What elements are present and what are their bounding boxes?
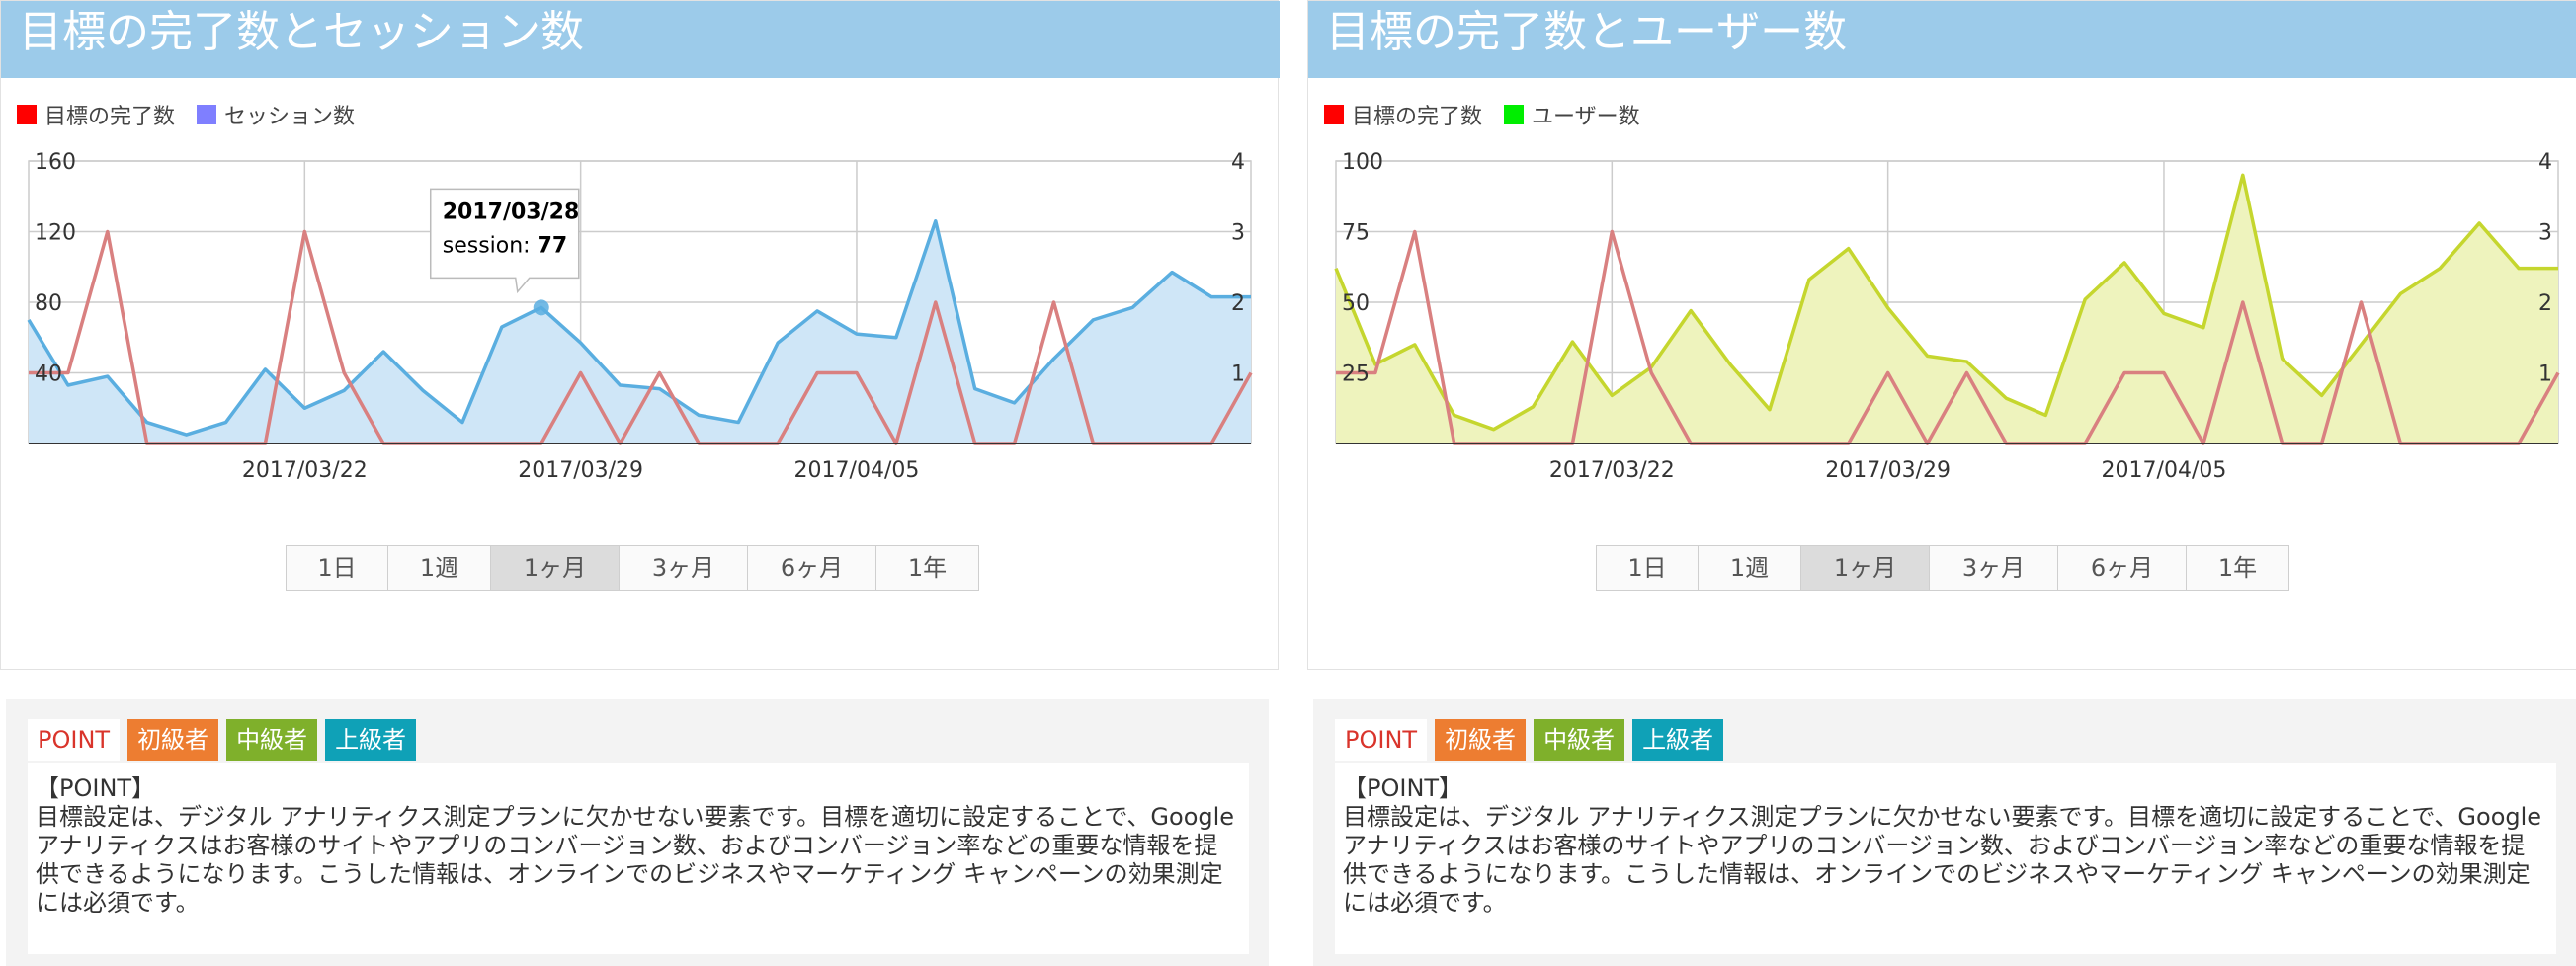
- y-tick-label-right: 4: [1231, 150, 1245, 175]
- legend-label-sessions: セッション数: [224, 105, 356, 129]
- x-tick-label: 2017/03/29: [518, 458, 643, 483]
- range-selector: 1日 1週 1ヶ月 3ヶ月 6ヶ月 1年: [286, 545, 979, 591]
- legend-item-goals[interactable]: 目標の完了数: [1324, 99, 1482, 130]
- tooltip-value: 77: [538, 233, 568, 258]
- legend-item-sessions[interactable]: セッション数: [197, 99, 355, 130]
- level-tags: POINT 初級者 中級者 上級者: [28, 719, 424, 761]
- y-tick-label-left: 40: [35, 362, 62, 387]
- x-tick-label: 2017/03/29: [1825, 458, 1951, 483]
- legend-item-goals[interactable]: 目標の完了数: [17, 99, 175, 130]
- y-tick-label-left: 100: [1342, 150, 1383, 175]
- y-tick-label-left: 50: [1342, 291, 1370, 316]
- y-tick-label-right: 1: [2538, 362, 2552, 387]
- series-line-primary: [27, 219, 1251, 437]
- range-selector: 1日 1週 1ヶ月 3ヶ月 6ヶ月 1年: [1596, 545, 2289, 591]
- y-tick-label-right: 2: [2538, 291, 2552, 316]
- x-tick-label: 2017/03/22: [1549, 458, 1675, 483]
- tag-beginner: 初級者: [1435, 719, 1527, 761]
- point-heading: 【POINT】: [1343, 774, 1463, 802]
- x-tick-label: 2017/04/05: [2102, 458, 2227, 483]
- series-area-fill: [29, 220, 1251, 443]
- tooltip-date: 2017/03/28: [443, 200, 580, 224]
- range-button-1m[interactable]: 1ヶ月: [1801, 546, 1930, 590]
- y-tick-label-left: 80: [35, 291, 62, 316]
- chart-legend: 目標の完了数 セッション数: [17, 100, 376, 129]
- range-button-1m[interactable]: 1ヶ月: [491, 546, 620, 590]
- tag-intermediate: 中級者: [1534, 719, 1625, 761]
- legend-swatch-users: [1504, 105, 1525, 124]
- users-panel: 目標の完了数とユーザー数 目標の完了数 ユーザー数 25 50 75 100 1 2 3 4 2…: [1307, 0, 2576, 966]
- legend-label-users: ユーザー数: [1532, 105, 1640, 129]
- range-button-6m[interactable]: 6ヶ月: [2058, 546, 2187, 590]
- y-tick-label-left: 25: [1342, 362, 1370, 387]
- y-tick-label-left: 160: [35, 150, 76, 175]
- legend-swatch-goals: [1324, 105, 1344, 124]
- y-tick-label-right: 3: [1231, 221, 1245, 246]
- x-tick-label: 2017/03/22: [242, 458, 368, 483]
- users-goals-chart[interactable]: 25 50 75 100 1 2 3 4 2017/03/22 2017/03/29 2017/04…: [1308, 149, 2576, 485]
- legend-label-goals: 目標の完了数: [1352, 105, 1483, 129]
- tag-advanced: 上級者: [1632, 719, 1724, 761]
- sessions-panel: 目標の完了数とセッション数 目標の完了数 セッション数 40 80 120 160 1 2…: [0, 0, 1280, 966]
- y-tick-label-right: 2: [1231, 291, 1245, 316]
- y-tick-label-left: 75: [1342, 221, 1370, 246]
- tooltip-box: [429, 188, 580, 294]
- tag-advanced: 上級者: [325, 719, 417, 761]
- range-button-1d[interactable]: 1日: [1597, 546, 1699, 590]
- range-button-1w[interactable]: 1週: [388, 546, 491, 590]
- range-button-6m[interactable]: 6ヶ月: [748, 546, 876, 590]
- tag-intermediate: 中級者: [226, 719, 318, 761]
- tag-point: POINT: [1335, 719, 1428, 761]
- legend-label-goals: 目標の完了数: [44, 105, 176, 129]
- series-line-primary: [1334, 173, 2558, 432]
- chart-title: 目標の完了数とセッション数: [1, 1, 1280, 78]
- level-tags: POINT 初級者 中級者 上級者: [1335, 719, 1731, 761]
- legend-swatch-goals: [17, 105, 37, 124]
- chart-card: 目標の完了数とユーザー数 目標の完了数 ユーザー数 25 50 75 100 1 2 3 4 2…: [1307, 0, 2576, 670]
- point-body: 目標設定は、デジタル アナリティクス測定プランに欠かせない要素です。目標を適切に…: [36, 803, 1235, 917]
- tooltip: 2017/03/28 session: 77: [429, 188, 580, 294]
- tooltip-series-label: session: 77: [443, 233, 567, 258]
- point-description: 【POINT】 目標設定は、デジタル アナリティクス測定プランに欠かせない要素で…: [28, 763, 1249, 954]
- range-button-3m[interactable]: 3ヶ月: [620, 546, 748, 590]
- range-button-1y[interactable]: 1年: [876, 546, 978, 590]
- range-button-1y[interactable]: 1年: [2187, 546, 2288, 590]
- y-tick-label-right: 1: [1231, 362, 1245, 387]
- point-description: 【POINT】 目標設定は、デジタル アナリティクス測定プランに欠かせない要素で…: [1335, 763, 2556, 954]
- y-tick-label-right: 3: [2538, 221, 2552, 246]
- range-button-1w[interactable]: 1週: [1699, 546, 1801, 590]
- range-button-1d[interactable]: 1日: [287, 546, 388, 590]
- point-body: 目標設定は、デジタル アナリティクス測定プランに欠かせない要素です。目標を適切に…: [1343, 803, 2542, 917]
- x-tick-label: 2017/04/05: [794, 458, 920, 483]
- legend-swatch-sessions: [197, 105, 217, 124]
- legend-item-users[interactable]: ユーザー数: [1504, 99, 1640, 130]
- hover-point-marker: [533, 299, 549, 316]
- chart-legend: 目標の完了数 ユーザー数: [1324, 100, 1662, 129]
- y-tick-label-right: 4: [2538, 150, 2552, 175]
- point-heading: 【POINT】: [36, 774, 156, 802]
- sessions-goals-chart[interactable]: 40 80 120 160 1 2 3 4 2017/03/22 2017/03/29 2017/0…: [1, 149, 1280, 485]
- range-button-3m[interactable]: 3ヶ月: [1930, 546, 2058, 590]
- y-tick-label-left: 120: [35, 221, 76, 246]
- chart-title: 目標の完了数とユーザー数: [1308, 1, 2576, 78]
- tag-beginner: 初級者: [127, 719, 219, 761]
- chart-card: 目標の完了数とセッション数 目標の完了数 セッション数 40 80 120 160 1 2…: [0, 0, 1280, 670]
- tag-point: POINT: [28, 719, 121, 761]
